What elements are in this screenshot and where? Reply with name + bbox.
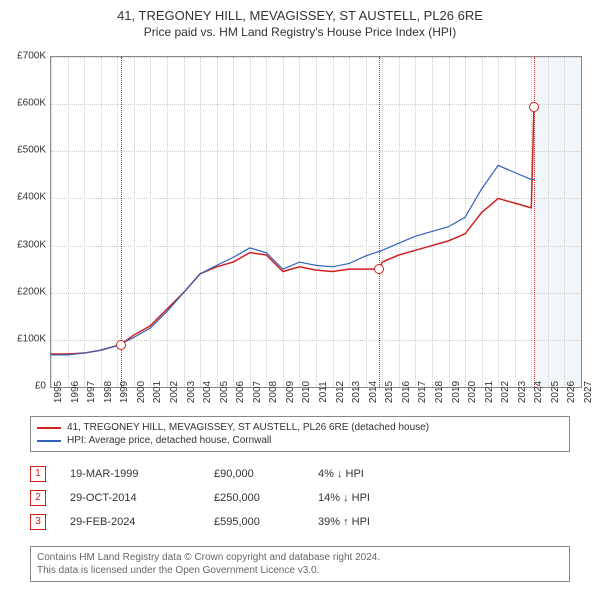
- legend-box: 41, TREGONEY HILL, MEVAGISSEY, ST AUSTEL…: [30, 416, 570, 452]
- event-price: £595,000: [214, 516, 294, 528]
- y-axis-label: £300K: [0, 239, 46, 250]
- event-row: 3 29-FEB-2024 £595,000 39% ↑ HPI: [30, 510, 570, 534]
- legend-label: HPI: Average price, detached house, Corn…: [67, 435, 271, 446]
- page-title: 41, TREGONEY HILL, MEVAGISSEY, ST AUSTEL…: [0, 0, 600, 23]
- x-axis-label: 2012: [335, 381, 346, 403]
- x-axis-label: 2010: [301, 381, 312, 403]
- x-axis-label: 2005: [219, 381, 230, 403]
- series-price_paid: [51, 107, 534, 355]
- x-axis-label: 2025: [550, 381, 561, 403]
- event-row: 2 29-OCT-2014 £250,000 14% ↓ HPI: [30, 486, 570, 510]
- x-axis-label: 2018: [434, 381, 445, 403]
- event-pct: 39% ↑ HPI: [318, 516, 418, 528]
- x-axis-label: 1996: [70, 381, 81, 403]
- event-number: 1: [30, 466, 46, 482]
- x-axis-label: 2000: [136, 381, 147, 403]
- x-axis-label: 2004: [202, 381, 213, 403]
- x-axis-label: 2013: [351, 381, 362, 403]
- footer-box: Contains HM Land Registry data © Crown c…: [30, 546, 570, 582]
- legend-label: 41, TREGONEY HILL, MEVAGISSEY, ST AUSTEL…: [67, 422, 429, 433]
- x-axis-label: 2001: [152, 381, 163, 403]
- x-axis-label: 1998: [103, 381, 114, 403]
- event-pct: 4% ↓ HPI: [318, 468, 418, 480]
- legend-swatch: [37, 427, 61, 429]
- x-axis-label: 2017: [417, 381, 428, 403]
- event-row: 1 19-MAR-1999 £90,000 4% ↓ HPI: [30, 462, 570, 486]
- legend-item: HPI: Average price, detached house, Corn…: [37, 434, 563, 447]
- y-axis-label: £400K: [0, 192, 46, 203]
- chart-plot-area: 123: [50, 56, 582, 388]
- page-subtitle: Price paid vs. HM Land Registry's House …: [0, 23, 600, 39]
- x-axis-label: 2019: [451, 381, 462, 403]
- series-svg: [51, 57, 581, 387]
- x-axis-label: 2006: [235, 381, 246, 403]
- event-date: 29-FEB-2024: [70, 516, 190, 528]
- sale-marker: [529, 102, 539, 112]
- y-axis-label: £700K: [0, 51, 46, 62]
- series-hpi: [51, 165, 535, 355]
- x-axis-label: 2020: [467, 381, 478, 403]
- x-axis-label: 2011: [318, 381, 329, 403]
- x-axis-label: 2016: [401, 381, 412, 403]
- x-axis-label: 2023: [517, 381, 528, 403]
- x-axis-label: 2009: [285, 381, 296, 403]
- event-price: £250,000: [214, 492, 294, 504]
- y-axis-label: £600K: [0, 98, 46, 109]
- y-axis-label: £500K: [0, 145, 46, 156]
- x-axis-label: 2008: [268, 381, 279, 403]
- sale-marker: [116, 340, 126, 350]
- x-axis-label: 1995: [53, 381, 64, 403]
- x-axis-label: 1999: [119, 381, 130, 403]
- x-axis-label: 2024: [533, 381, 544, 403]
- y-axis-label: £200K: [0, 286, 46, 297]
- event-date: 19-MAR-1999: [70, 468, 190, 480]
- legend-swatch: [37, 440, 61, 442]
- chart-container: 41, TREGONEY HILL, MEVAGISSEY, ST AUSTEL…: [0, 0, 600, 590]
- event-date: 29-OCT-2014: [70, 492, 190, 504]
- x-axis-label: 2002: [169, 381, 180, 403]
- x-axis-label: 2007: [252, 381, 263, 403]
- footer-line1: Contains HM Land Registry data © Crown c…: [37, 551, 563, 564]
- x-axis-label: 2022: [500, 381, 511, 403]
- sale-marker: [374, 264, 384, 274]
- x-axis-label: 2026: [566, 381, 577, 403]
- x-axis-label: 2014: [368, 381, 379, 403]
- x-axis-label: 1997: [86, 381, 97, 403]
- event-pct: 14% ↓ HPI: [318, 492, 418, 504]
- event-price: £90,000: [214, 468, 294, 480]
- legend-item: 41, TREGONEY HILL, MEVAGISSEY, ST AUSTEL…: [37, 421, 563, 434]
- x-axis-label: 2015: [384, 381, 395, 403]
- x-axis-label: 2003: [186, 381, 197, 403]
- x-axis-label: 2027: [583, 381, 594, 403]
- y-axis-label: £100K: [0, 333, 46, 344]
- events-table: 1 19-MAR-1999 £90,000 4% ↓ HPI 2 29-OCT-2014 £…: [30, 462, 570, 534]
- event-number: 2: [30, 490, 46, 506]
- x-axis-label: 2021: [484, 381, 495, 403]
- footer-line2: This data is licensed under the Open Gov…: [37, 564, 563, 577]
- event-number: 3: [30, 514, 46, 530]
- y-axis-label: £0: [0, 381, 46, 392]
